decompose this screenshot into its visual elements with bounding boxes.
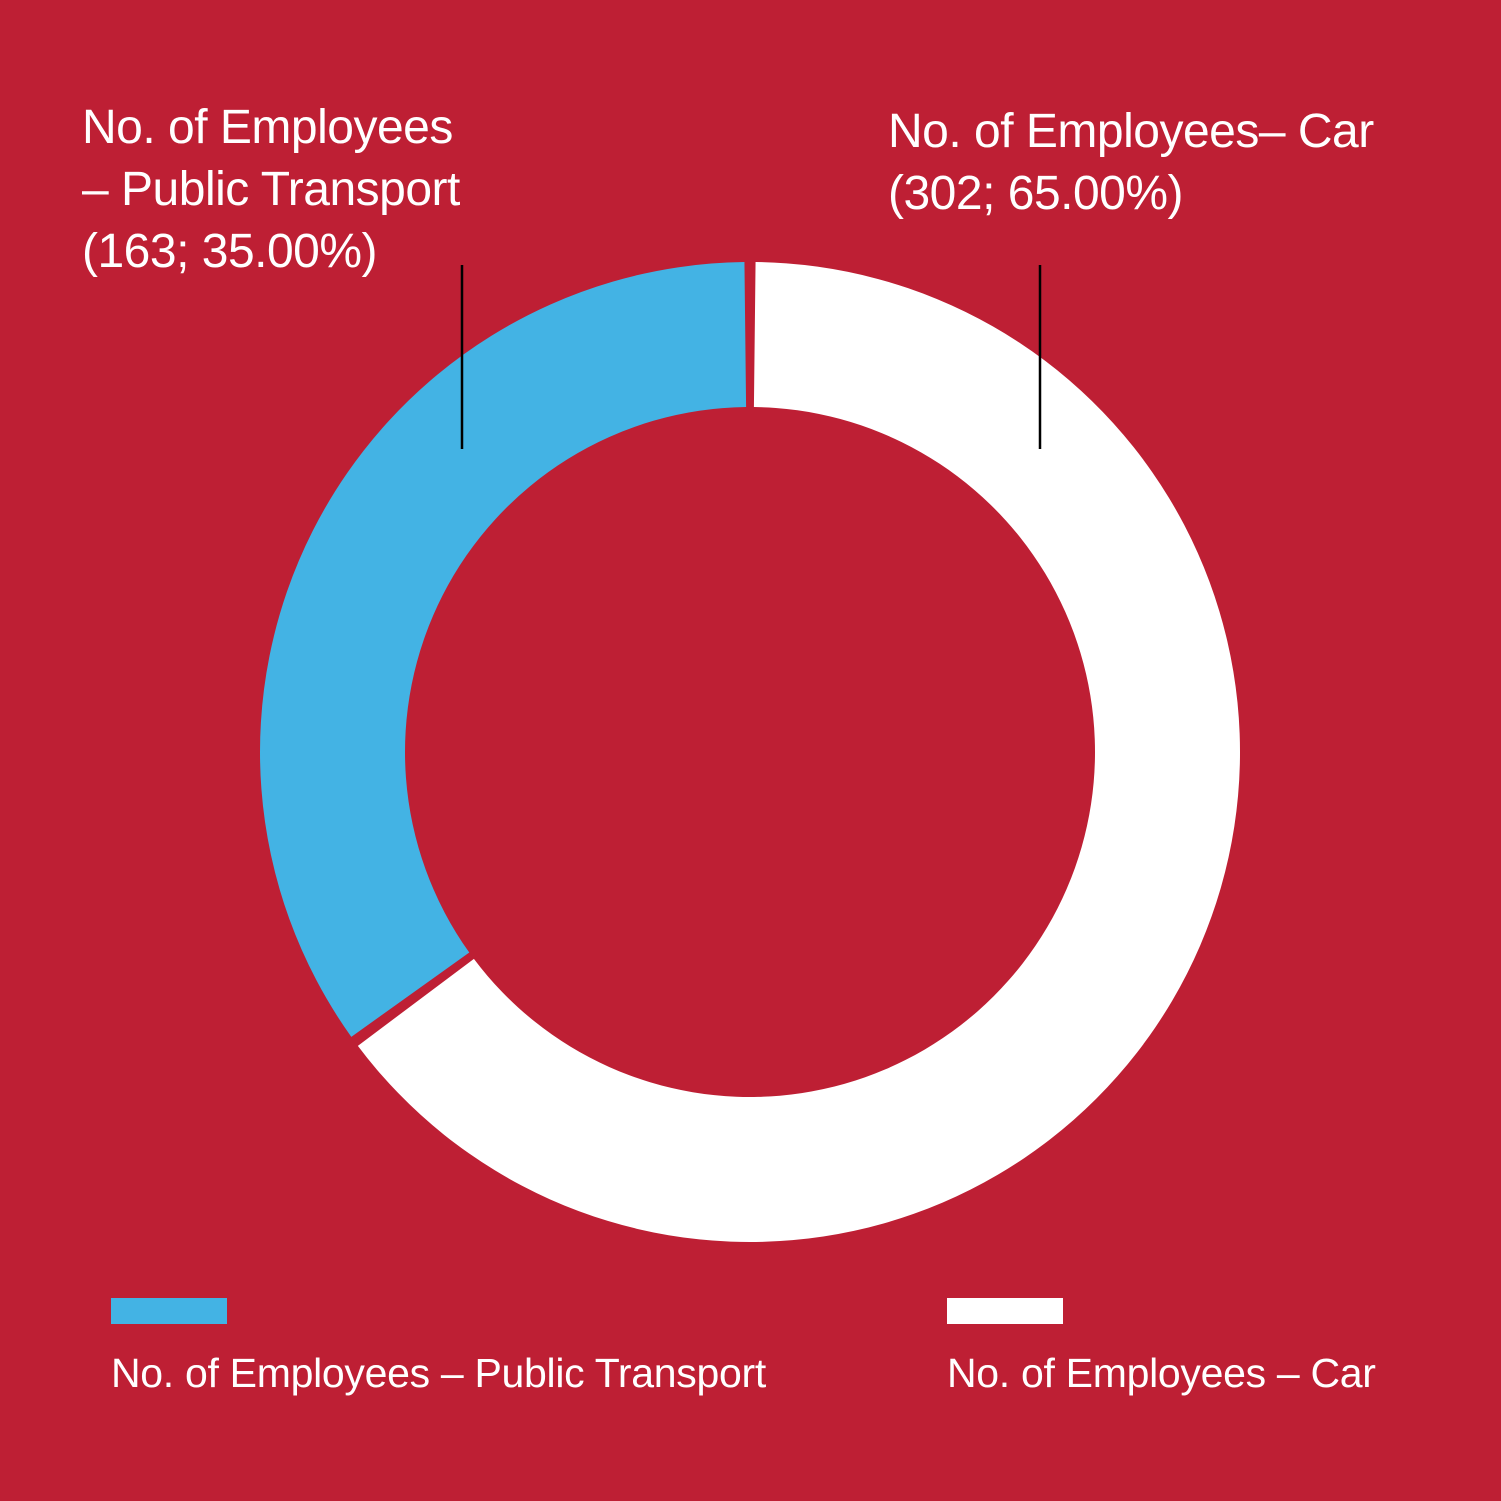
callout-car-line-1: No. of Employees– Car [888,105,1374,158]
legend-swatch-car [947,1298,1063,1324]
slice-car [357,262,1240,1243]
callout-public-transport-line-3: (163; 35.00%) [82,225,378,278]
legend-swatch-public-transport [111,1298,227,1324]
legend-label-car: No. of Employees – Car [947,1350,1376,1396]
callout-car: No. of Employees– Car (302; 65.00%) [888,101,1374,225]
donut-slices [260,262,1240,1243]
callout-public-transport: No. of Employees – Public Transport (163… [82,97,460,283]
legend-label-public-transport: No. of Employees – Public Transport [111,1350,766,1396]
slice-public-transport [260,262,747,1037]
callout-car-line-2: (302; 65.00%) [888,167,1184,220]
callout-public-transport-line-2: – Public Transport [82,163,460,216]
callout-public-transport-line-1: No. of Employees [82,101,453,154]
leader-lines [460,265,1042,449]
